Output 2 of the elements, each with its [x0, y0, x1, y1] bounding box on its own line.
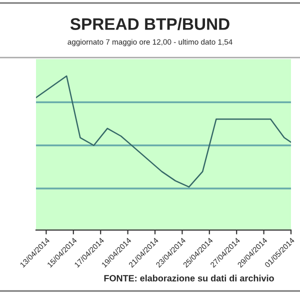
source-note: FONTE: elaborazione su dati di archivio [104, 274, 274, 282]
chart-title: SPREAD BTP/BUND [70, 18, 230, 30]
